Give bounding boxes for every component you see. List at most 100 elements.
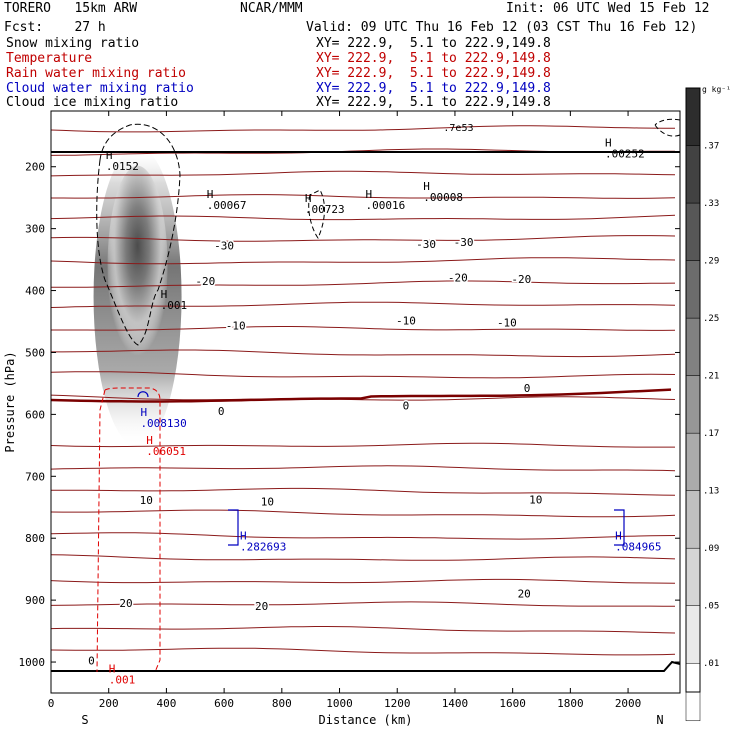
- x-axis-south-label: S: [81, 713, 88, 727]
- colorbar-segment: [685, 490, 701, 549]
- max-marker: H: [366, 188, 373, 201]
- y-tick-label: 700: [25, 470, 45, 483]
- temperature-label: -10: [226, 320, 246, 333]
- max-value-label: .00016: [366, 199, 406, 212]
- field-xy: XY= 222.9, 5.1 to 222.9,149.8: [316, 51, 551, 66]
- temperature-contour: [50, 371, 676, 379]
- temperature-contour: [50, 125, 675, 133]
- max-value-label: .084965: [615, 541, 661, 554]
- x-tick-label: 1400: [442, 697, 469, 710]
- field-xy: XY= 222.9, 5.1 to 222.9,149.8: [316, 95, 551, 110]
- colorbar-tick-label: .09: [703, 544, 719, 554]
- rain-water-contour: [96, 387, 161, 673]
- max-marker: H: [161, 288, 168, 301]
- temperature-label: 20: [255, 600, 268, 613]
- x-tick-label: 800: [272, 697, 292, 710]
- x-tick-label: 2000: [615, 697, 642, 710]
- max-value-label: .00067: [207, 199, 247, 212]
- x-tick-label: 1000: [326, 697, 353, 710]
- max-value-label: .00008: [423, 191, 463, 204]
- cloud-ice-contour: [96, 123, 181, 346]
- max-value-label: .00723: [305, 203, 345, 216]
- temperature-contour: [50, 280, 676, 288]
- temperature-label: -20: [448, 271, 468, 284]
- colorbar-segment: [685, 547, 701, 606]
- temperature-label: -20: [195, 275, 215, 288]
- temperature-contour: [50, 394, 676, 401]
- colorbar-segment: [685, 375, 701, 434]
- max-value-label: .06051: [146, 445, 186, 458]
- contour-labels: 0 0 0 0 10 10 10 20 20 20 -10 -10 -10 -20 -20 -20 -30 -30…: [87, 123, 662, 687]
- temperature-label: 0: [88, 655, 95, 668]
- colorbar-tick-label: .01: [703, 659, 719, 669]
- y-tick-label: 300: [25, 223, 45, 236]
- temperature-label: 10: [261, 495, 274, 508]
- field-xy: XY= 222.9, 5.1 to 222.9,149.8: [316, 81, 551, 96]
- field-name: Temperature: [6, 51, 93, 66]
- temperature-label: -20: [511, 273, 531, 286]
- colorbar-tick-label: .05: [703, 602, 719, 612]
- max-value-label: .001: [109, 674, 136, 687]
- colorbar-segment: [685, 260, 701, 319]
- y-axis-title: Pressure (hPa): [3, 351, 17, 452]
- max-value-label: .001: [161, 299, 188, 312]
- y-tick-label: 400: [25, 285, 45, 298]
- temperature-contour: [50, 578, 676, 584]
- init-time: Init: 06 UTC Wed 15 Feb 12: [506, 1, 710, 16]
- field-xy: XY= 222.9, 5.1 to 222.9,149.8: [316, 36, 551, 51]
- x-tick-label: 1600: [499, 697, 526, 710]
- temperature-contour: [51, 326, 676, 331]
- y-tick-label: 600: [25, 408, 45, 421]
- temperature-contour: [50, 554, 676, 561]
- temperature-contour: [50, 532, 676, 540]
- temperature-contour: [50, 465, 676, 472]
- x-tick-label: 400: [156, 697, 176, 710]
- temperature-label: -30: [214, 240, 234, 253]
- x-tick-label: 0: [48, 697, 55, 710]
- temperature-contour: [50, 257, 676, 265]
- temperature-contour: [50, 214, 676, 221]
- ground-line: [51, 660, 681, 672]
- colorbar-segment: [685, 87, 701, 146]
- temperature-label: 10: [529, 494, 542, 507]
- y-tick-label: 800: [25, 532, 45, 545]
- max-value-label: .282693: [240, 541, 286, 554]
- colorbar-tick-label: .29: [703, 257, 719, 267]
- temperature-contour: [50, 601, 676, 607]
- max-marker: H: [605, 136, 612, 149]
- colorbar-frame: [685, 87, 701, 693]
- colorbar-segment: [685, 317, 701, 376]
- y-tick-label: 500: [25, 346, 45, 359]
- temperature-contour: [50, 509, 676, 518]
- temperature-contour: [51, 194, 676, 199]
- temperature-label: 20: [518, 588, 531, 601]
- max-marker: H: [140, 406, 147, 419]
- valid-time: Valid: 09 UTC Thu 16 Feb 12 (03 CST Thu …: [306, 20, 698, 35]
- forecast-hour: Fcst: 27 h: [4, 20, 106, 35]
- cloud-ice-contour: [308, 189, 325, 239]
- temperature-contour: [50, 626, 676, 634]
- colorbar-segment: [685, 432, 701, 491]
- colorbar-tick-label: .33: [703, 199, 719, 209]
- colorbar-unit: g kg⁻¹: [702, 85, 731, 94]
- y-tick-label: 1000: [19, 656, 46, 669]
- colorbar-tick-label: .17: [703, 429, 719, 439]
- temperature-contour: [50, 442, 675, 448]
- plot-frame: [50, 110, 681, 694]
- y-tick-label: 900: [25, 594, 45, 607]
- field-name: Cloud ice mixing ratio: [6, 95, 179, 110]
- temperature-label: 0: [218, 405, 225, 418]
- x-tick-label: 1200: [384, 697, 411, 710]
- colorbar-tick-label: .13: [703, 487, 719, 497]
- max-marker: H: [207, 188, 214, 201]
- temperature-contour: [50, 301, 676, 308]
- colorbar-tick-label: .37: [703, 142, 719, 152]
- max-marker: H: [146, 434, 153, 447]
- max-marker: H: [615, 530, 622, 543]
- temperature-contour: [51, 487, 676, 496]
- overlay-label: .7e53: [443, 123, 473, 134]
- temperature-label: 0: [403, 399, 410, 412]
- x-axis-north-label: N: [656, 713, 663, 727]
- temperature-contour: [50, 235, 676, 242]
- max-marker: H: [106, 149, 113, 162]
